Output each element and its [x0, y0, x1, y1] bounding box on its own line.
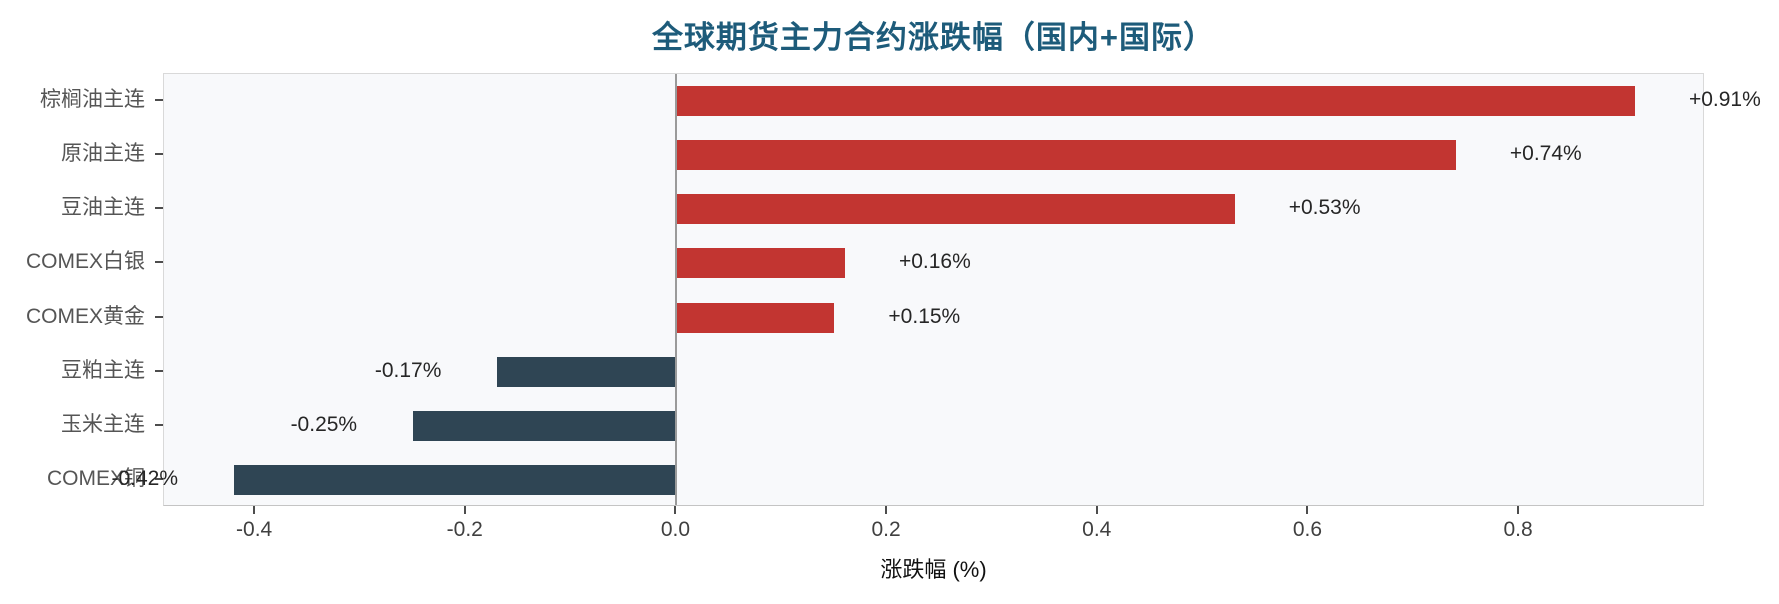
bar [676, 86, 1635, 117]
x-axis-tick-label: 0.4 [1082, 518, 1112, 541]
bar-value-label: +0.74% [1509, 142, 1582, 166]
y-axis-tick [155, 153, 163, 156]
bar-value-label: +0.53% [1288, 196, 1361, 220]
y-axis-label: 棕榈油主连 [40, 88, 145, 112]
x-axis-tick-label: 0.0 [660, 518, 691, 541]
x-axis-tick-label: 0.6 [1292, 518, 1323, 541]
y-axis-tick [155, 207, 163, 210]
chart-title: 全球期货主力合约涨跌幅（国内+国际） [651, 20, 1216, 55]
zero-axis-line [675, 74, 678, 505]
x-axis-title: 涨跌幅 (%) [880, 557, 987, 582]
x-axis-tick [885, 506, 888, 514]
bar [676, 194, 1235, 225]
bar [497, 356, 677, 387]
y-axis-tick [155, 315, 163, 318]
y-axis-tick [155, 477, 163, 480]
bar-value-label: -0.42% [111, 466, 179, 490]
x-axis-tick [1306, 506, 1309, 514]
bar [413, 410, 677, 441]
x-axis-tick [674, 506, 677, 514]
y-axis-tick [155, 99, 163, 102]
y-axis-label: 豆油主连 [61, 196, 145, 220]
bar-value-label: -0.25% [290, 412, 358, 436]
bar [676, 302, 835, 333]
x-axis-tick-label: 0.2 [871, 518, 901, 541]
bar-value-label: -0.17% [374, 358, 442, 382]
y-axis-tick [155, 261, 163, 264]
x-axis-tick-label: 0.8 [1503, 518, 1533, 541]
y-axis-label: COMEX白银 [25, 250, 145, 274]
bar [676, 140, 1456, 171]
y-axis-label: 玉米主连 [61, 412, 145, 436]
x-axis-tick [253, 506, 256, 514]
plot-area [163, 73, 1704, 506]
y-axis-label: COMEX铜 [46, 466, 145, 490]
bar-value-label: +0.15% [888, 304, 961, 328]
bar-value-label: +0.91% [1688, 88, 1761, 112]
y-axis-label: 豆粕主连 [61, 358, 145, 382]
y-axis-tick [155, 369, 163, 372]
x-axis-tick [1517, 506, 1520, 514]
x-axis-tick-label: -0.2 [446, 518, 483, 541]
bar [676, 248, 845, 279]
bar [234, 464, 677, 495]
bar-value-label: +0.16% [898, 250, 971, 274]
x-axis-tick-label: -0.4 [236, 518, 273, 541]
x-axis-tick [463, 506, 466, 514]
x-axis-tick [1095, 506, 1098, 514]
y-axis-label: 原油主连 [61, 142, 145, 166]
y-axis-label: COMEX黄金 [25, 304, 145, 328]
y-axis-tick [155, 423, 163, 426]
